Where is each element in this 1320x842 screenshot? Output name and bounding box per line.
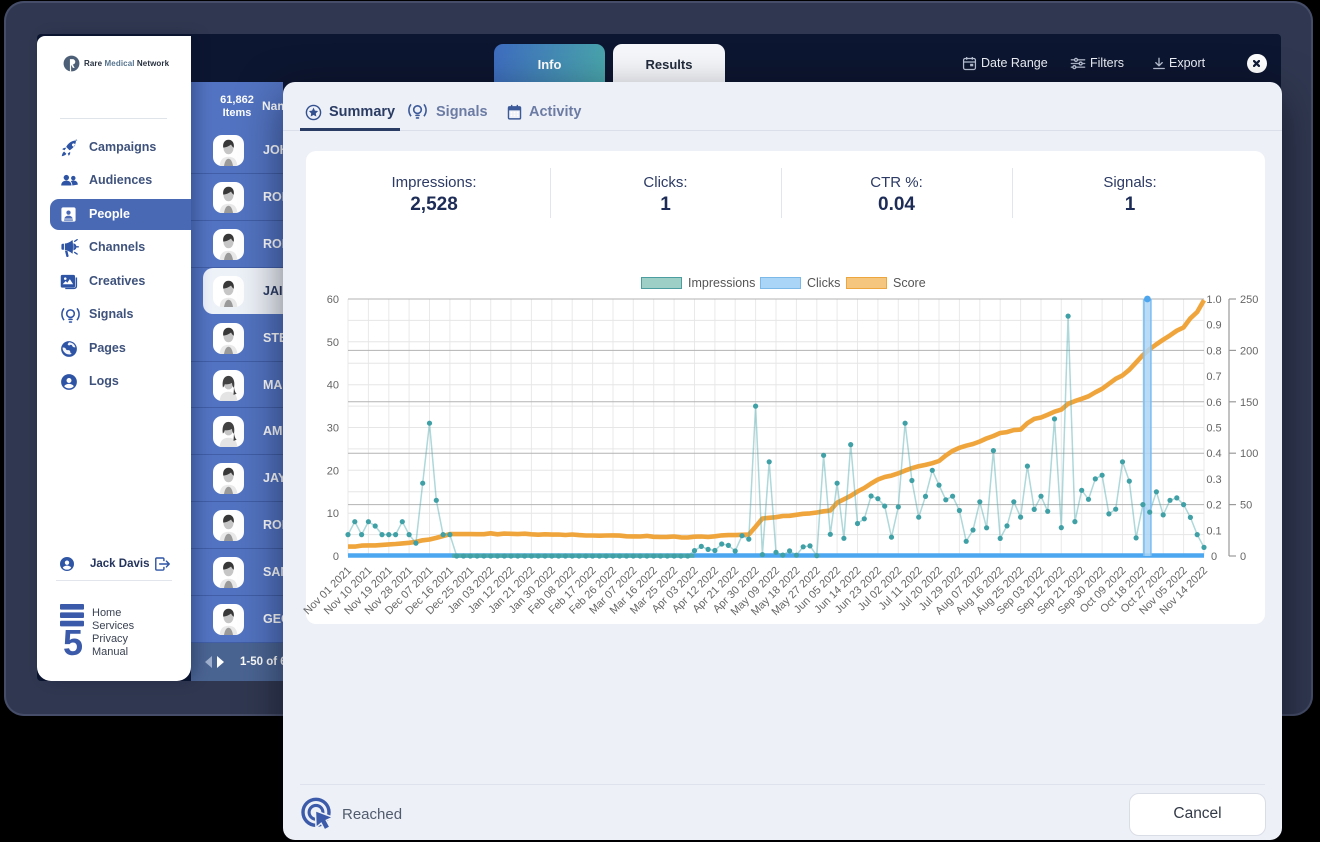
svg-text:50: 50	[327, 337, 339, 349]
svg-text:40: 40	[327, 380, 339, 392]
svg-text:1.0: 1.0	[1206, 294, 1221, 306]
svg-text:10: 10	[327, 508, 339, 520]
svg-text:0: 0	[1240, 551, 1246, 563]
svg-text:0.9: 0.9	[1206, 320, 1221, 332]
svg-text:0.8: 0.8	[1206, 345, 1221, 357]
svg-text:150: 150	[1240, 397, 1258, 409]
svg-text:0: 0	[1211, 551, 1217, 563]
svg-text:60: 60	[327, 294, 339, 306]
svg-text:0.1: 0.1	[1206, 525, 1221, 537]
svg-text:0.7: 0.7	[1206, 371, 1221, 383]
svg-text:100: 100	[1240, 448, 1258, 460]
svg-text:30: 30	[327, 423, 339, 435]
svg-text:200: 200	[1240, 345, 1258, 357]
svg-text:0.6: 0.6	[1206, 397, 1221, 409]
svg-text:0.5: 0.5	[1206, 423, 1221, 435]
svg-text:0.2: 0.2	[1206, 500, 1221, 512]
svg-text:0.4: 0.4	[1206, 448, 1221, 460]
svg-text:20: 20	[327, 465, 339, 477]
svg-text:50: 50	[1240, 500, 1252, 512]
svg-text:0.3: 0.3	[1206, 474, 1221, 486]
svg-text:250: 250	[1240, 294, 1258, 306]
svg-text:0: 0	[333, 551, 339, 563]
svg-text:5: 5	[63, 622, 83, 656]
